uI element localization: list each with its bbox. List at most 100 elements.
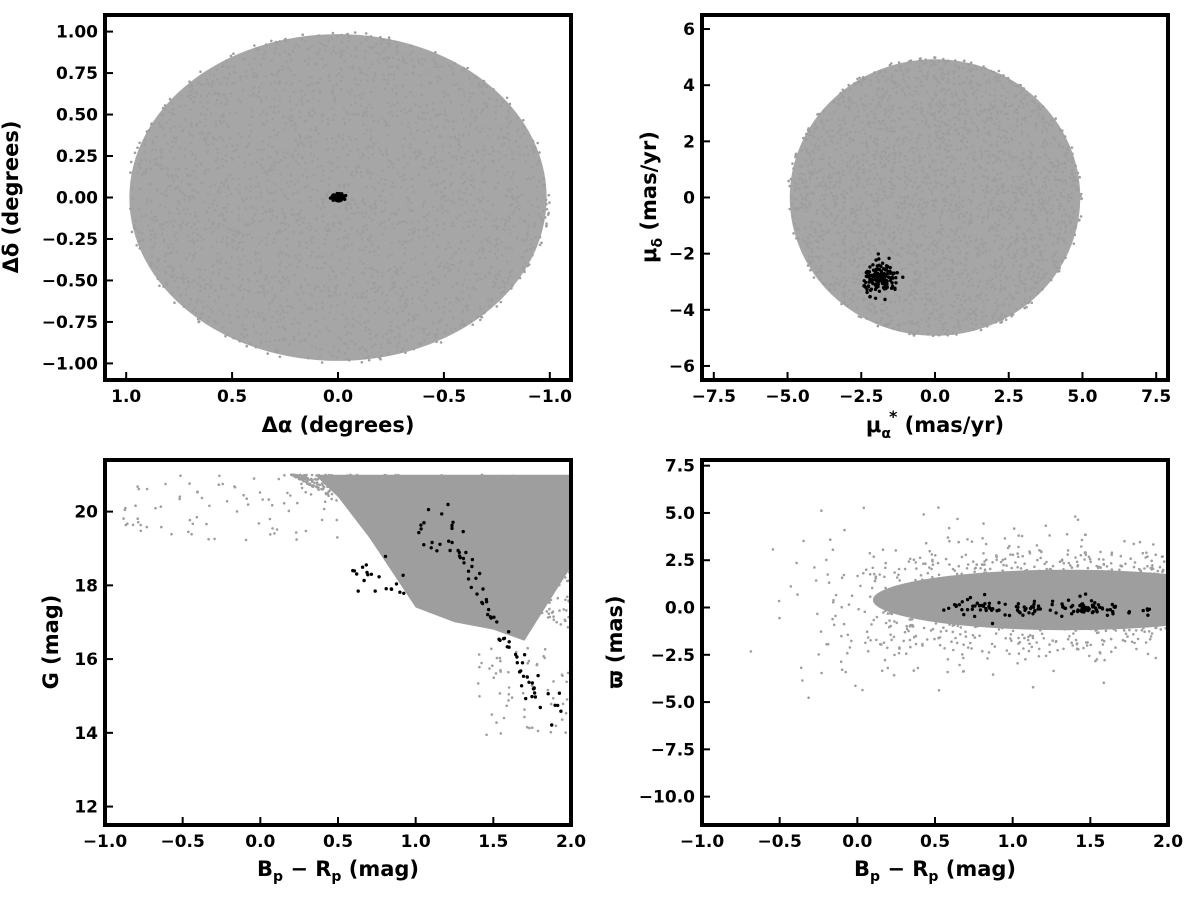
field-point <box>992 196 996 200</box>
field-point <box>233 81 237 85</box>
field-point <box>300 229 304 233</box>
field-point <box>309 225 313 228</box>
field-point <box>395 115 399 118</box>
field-point <box>203 287 207 290</box>
field-point <box>270 191 273 195</box>
field-point <box>237 214 240 217</box>
field-point <box>836 214 840 217</box>
field-point <box>188 80 191 83</box>
field-point <box>261 121 264 125</box>
field-point <box>848 288 851 292</box>
field-point <box>999 289 1002 293</box>
field-point <box>318 48 322 51</box>
field-point <box>826 175 830 178</box>
field-point <box>457 143 461 146</box>
field-point <box>1024 180 1028 184</box>
field-point <box>300 99 303 103</box>
field-point <box>833 183 836 187</box>
field-point <box>143 150 146 154</box>
field-point <box>822 204 826 207</box>
field-point <box>327 39 331 43</box>
field-point <box>1068 176 1072 180</box>
field-point <box>284 222 287 226</box>
field-point <box>410 297 414 301</box>
field-point <box>162 222 166 226</box>
field-point <box>314 140 318 144</box>
field-point <box>278 94 281 98</box>
field-point <box>423 262 427 266</box>
field-point <box>441 206 444 210</box>
field-point <box>941 304 944 308</box>
field-point <box>393 265 396 269</box>
field-point <box>847 99 850 103</box>
field-point <box>237 132 240 135</box>
field-point <box>345 208 349 212</box>
field-point <box>208 92 211 96</box>
field-point <box>972 122 976 126</box>
field-point <box>460 162 464 165</box>
field-point <box>283 328 287 332</box>
field-point <box>843 234 847 238</box>
field-point <box>1075 188 1079 192</box>
field-point <box>374 199 378 203</box>
field-point <box>989 102 992 106</box>
field-point <box>925 78 929 81</box>
field-point <box>993 104 997 108</box>
field-point <box>1024 241 1028 244</box>
field-point <box>275 134 279 137</box>
field-point <box>316 81 319 84</box>
field-point <box>366 355 370 358</box>
field-point <box>153 236 157 239</box>
field-point <box>964 99 967 103</box>
field-point <box>533 221 537 224</box>
field-point <box>369 176 372 180</box>
field-point <box>1026 93 1029 97</box>
field-point <box>205 139 208 142</box>
field-point <box>382 169 385 173</box>
field-point <box>850 157 854 161</box>
field-point <box>977 114 981 117</box>
field-point <box>979 207 982 211</box>
field-point <box>185 223 188 227</box>
field-point <box>311 235 314 239</box>
field-point <box>345 46 349 49</box>
field-point <box>910 168 913 171</box>
field-point <box>979 184 983 188</box>
field-point <box>878 187 881 191</box>
field-point <box>279 222 283 225</box>
field-point <box>252 71 256 75</box>
field-point <box>339 49 342 53</box>
field-point <box>495 227 499 231</box>
field-point <box>189 298 192 301</box>
field-point <box>272 199 275 203</box>
field-point <box>935 78 939 82</box>
field-point <box>506 260 509 264</box>
field-point <box>238 288 242 292</box>
field-point <box>1046 129 1049 132</box>
field-point <box>894 214 897 218</box>
field-point <box>221 138 225 141</box>
field-point <box>220 257 224 261</box>
field-point <box>883 165 887 168</box>
field-point <box>831 166 835 170</box>
field-point <box>1030 230 1033 233</box>
field-point <box>930 192 934 196</box>
field-point <box>1037 272 1041 275</box>
field-point <box>349 103 353 107</box>
field-point <box>1045 186 1048 189</box>
field-point <box>295 190 299 194</box>
field-point <box>412 137 416 140</box>
field-point <box>469 114 473 117</box>
field-point <box>507 219 511 223</box>
field-point <box>980 318 983 322</box>
field-point <box>281 221 285 224</box>
field-point <box>903 187 907 190</box>
field-point <box>319 207 322 210</box>
field-point <box>888 226 891 230</box>
field-point <box>138 208 141 211</box>
field-point <box>406 162 410 165</box>
field-point <box>823 139 826 143</box>
field-point <box>269 218 273 222</box>
field-point <box>188 239 192 243</box>
field-point <box>342 133 345 136</box>
